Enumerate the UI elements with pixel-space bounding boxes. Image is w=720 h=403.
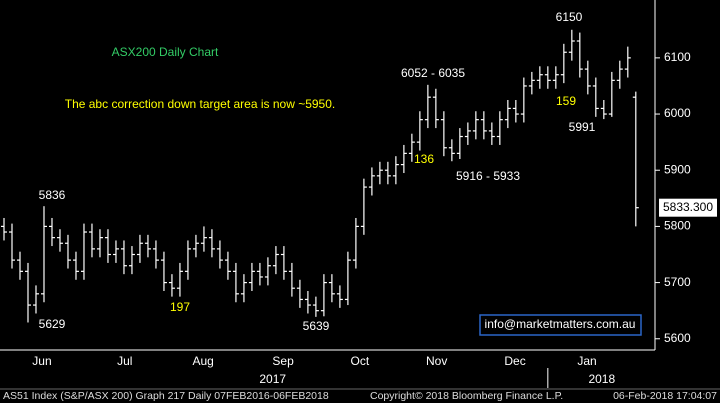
annotation: 6052 - 6035 [401,66,465,80]
x-tick-label: Jul [117,354,132,368]
annotation: 5639 [303,319,330,333]
x-tick-label: Nov [426,354,447,368]
last-price-box [659,198,717,217]
year-label: 2017 [259,372,286,386]
footer-text: Copyright© 2018 Bloomberg Finance L.P. [370,390,563,402]
annotation: 197 [170,300,190,314]
x-tick-label: Oct [351,354,370,368]
footer-text: AS51 Index (S&P/ASX 200) Graph 217 Daily… [3,390,329,402]
watermark: info@marketmatters.com.au [485,317,636,331]
y-tick-label: 6000 [664,106,691,120]
last-price-label: 5833.300 [663,200,713,214]
y-tick-label: 5900 [664,162,691,176]
chart-subtitle: The abc correction down target area is n… [65,97,336,111]
annotation: 6150 [556,10,583,24]
x-tick-label: Jun [32,354,51,368]
annotation: 5836 [39,188,66,202]
x-tick-label: Jan [577,354,596,368]
y-tick-label: 5700 [664,275,691,289]
year-label: 2018 [588,372,615,386]
y-tick-label: 5800 [664,219,691,233]
footer-text: 06-Feb-2018 17:04:07 [613,390,717,402]
y-tick-label: 6100 [664,50,691,64]
annotation: 5991 [569,120,596,134]
annotation: 5629 [39,317,66,331]
annotation: 159 [556,94,576,108]
x-tick-label: Aug [192,354,213,368]
x-tick-label: Dec [504,354,525,368]
x-tick-label: Sep [272,354,294,368]
watermark-box [479,314,642,336]
annotation: 136 [414,152,434,166]
chart-title: ASX200 Daily Chart [112,45,219,59]
y-tick-label: 5600 [664,331,691,345]
annotation: 5916 - 5933 [456,169,520,183]
